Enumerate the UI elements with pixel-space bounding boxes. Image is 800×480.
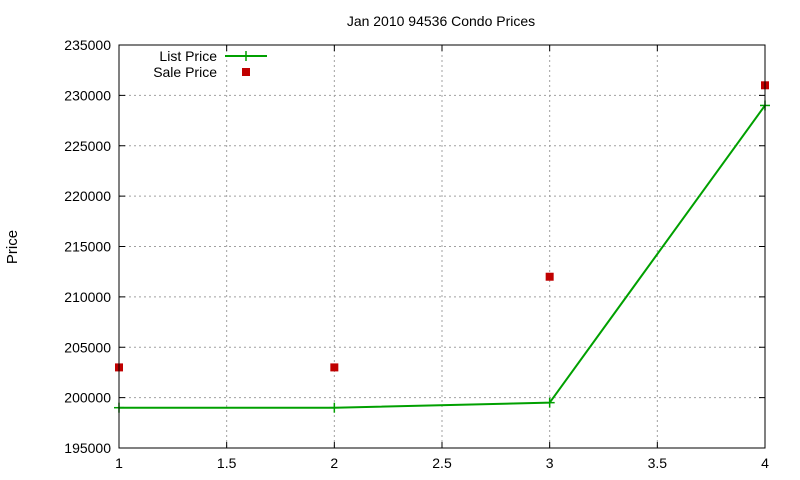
y-tick-label: 205000 xyxy=(64,339,111,355)
y-tick-label: 200000 xyxy=(64,390,111,406)
y-tick-label: 235000 xyxy=(64,37,111,53)
x-tick-label: 1.5 xyxy=(217,455,237,471)
y-axis-title: Price xyxy=(4,230,21,264)
legend-point-swatch xyxy=(241,51,251,61)
legend-point-swatch xyxy=(242,68,250,76)
legend-item: List Price xyxy=(159,48,267,64)
grid-lines xyxy=(119,45,765,448)
plot-frame xyxy=(118,44,766,449)
list-price-point xyxy=(544,397,555,408)
y-tick-label: 195000 xyxy=(64,440,111,456)
list-price-point xyxy=(329,402,340,413)
x-tick-label: 2 xyxy=(330,455,338,471)
y-tick-label: 225000 xyxy=(64,138,111,154)
legend-label: List Price xyxy=(159,48,217,64)
x-tick-label: 3 xyxy=(546,455,554,471)
chart-title: Jan 2010 94536 Condo Prices xyxy=(347,13,535,29)
x-tick-label: 1 xyxy=(115,455,123,471)
y-tick-label: 230000 xyxy=(64,87,111,103)
x-tick-label: 2.5 xyxy=(432,455,452,471)
legend-item: Sale Price xyxy=(153,64,250,80)
legend-label: Sale Price xyxy=(153,64,217,80)
y-tick-label: 215000 xyxy=(64,239,111,255)
axis-ticks: 1 1.5 2 2.5 3 3.5 4 195000 200000 205000 210000 215… xyxy=(64,37,769,471)
y-tick-label: 210000 xyxy=(64,289,111,305)
x-tick-label: 4 xyxy=(761,455,769,471)
list-price-line xyxy=(119,104,766,409)
x-tick-label: 3.5 xyxy=(648,455,668,471)
sale-price-point xyxy=(545,272,554,281)
sale-price-point xyxy=(330,363,339,372)
y-tick-label: 220000 xyxy=(64,188,111,204)
